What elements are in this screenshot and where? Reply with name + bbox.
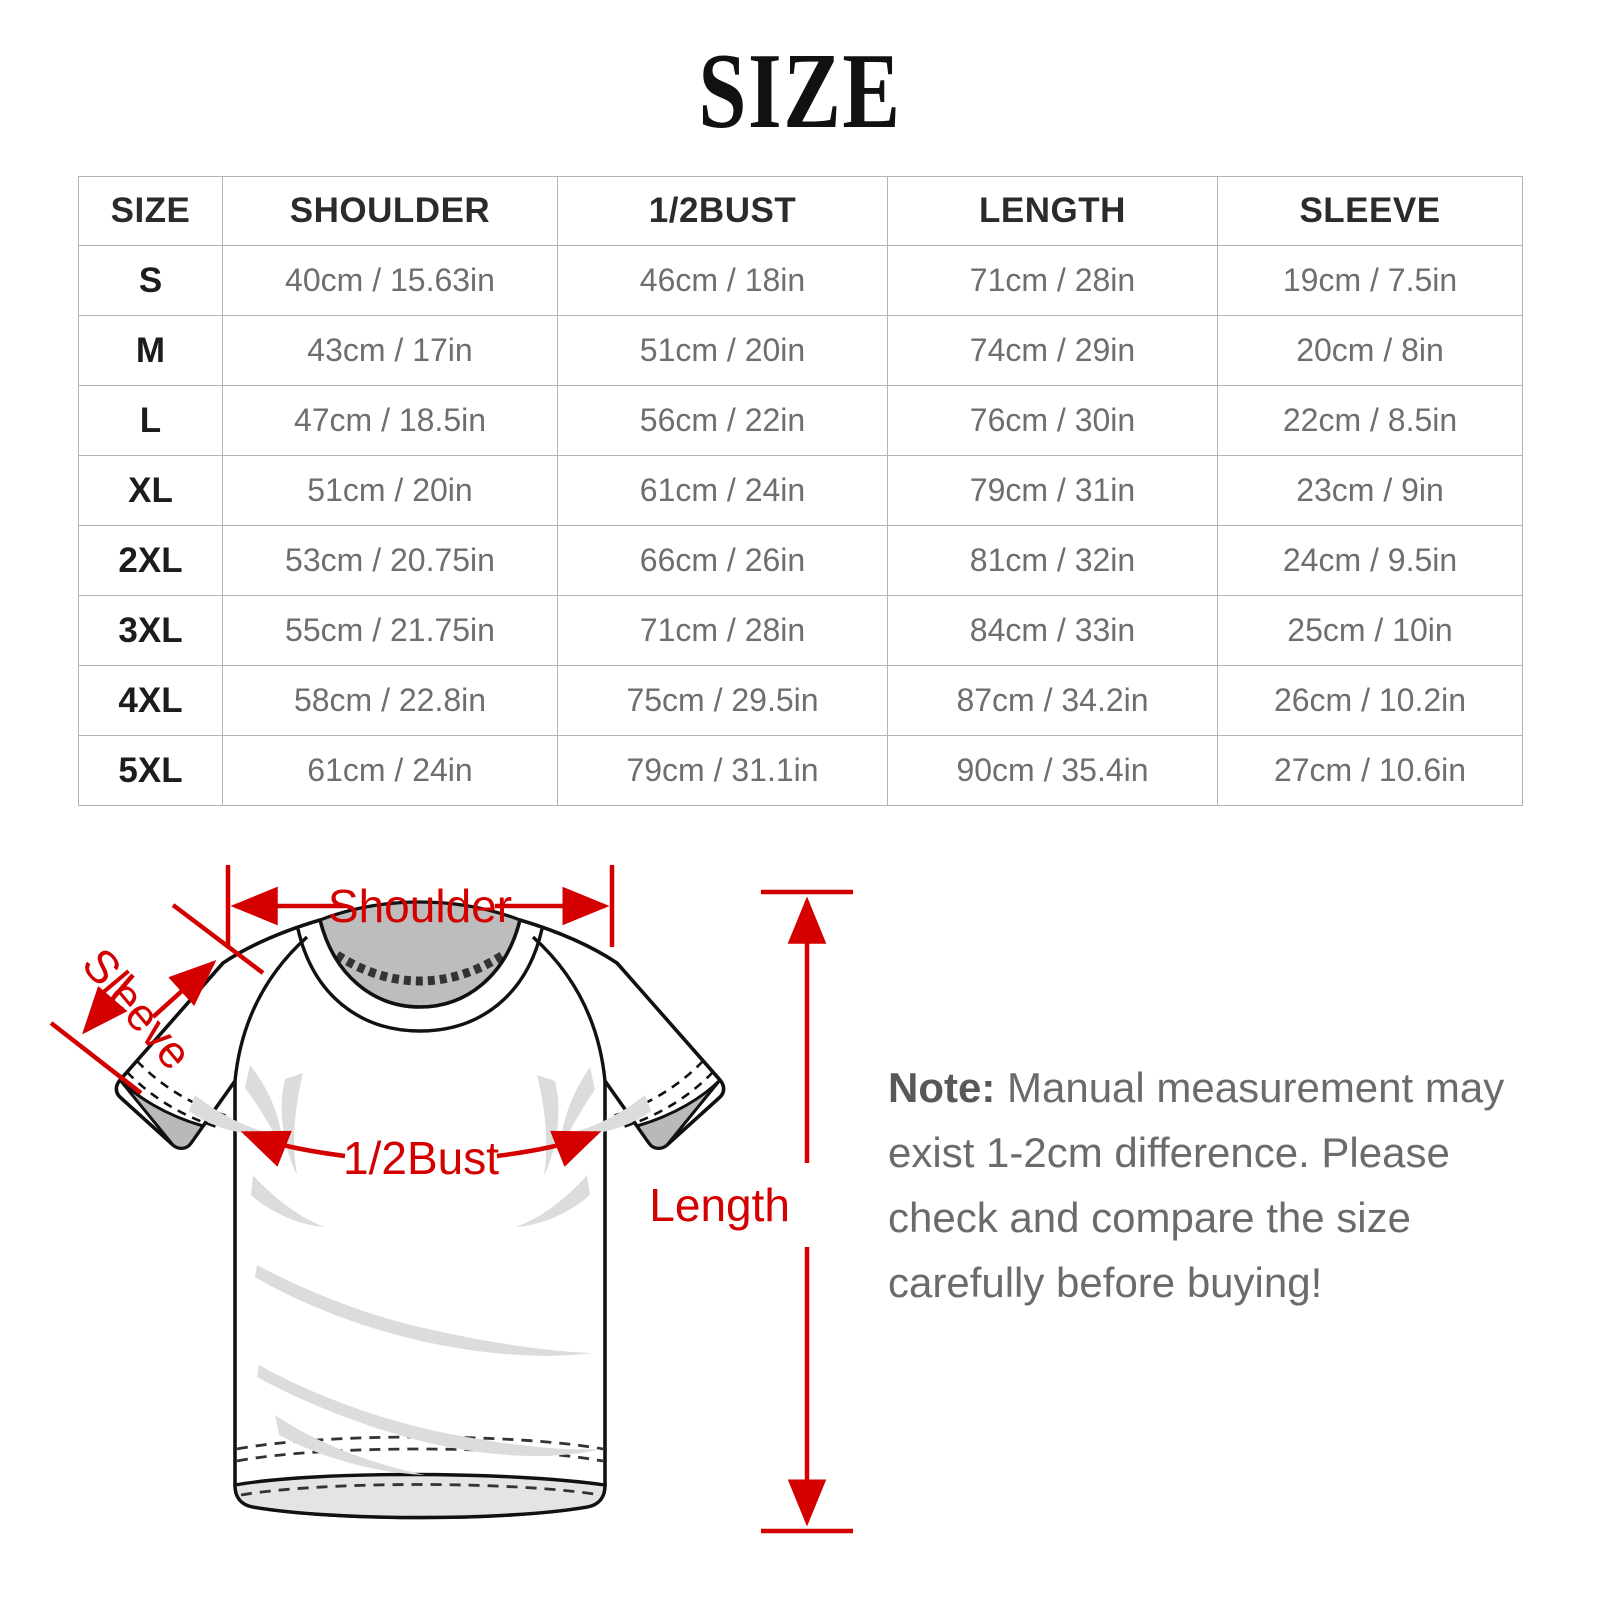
right-shoulder-seam (531, 935, 607, 1082)
sleeve-measurement (49, 903, 265, 1095)
collar-outer-edge (296, 928, 544, 1033)
shoulder-label: Shoulder (328, 880, 512, 932)
size-chart-table: SIZE SHOULDER 1/2BUST LENGTH SLEEVE S 40… (78, 176, 1523, 806)
note-text: Manual measurement may exist 1-2cm diffe… (888, 1064, 1505, 1307)
cell-length: 81cm / 32in (887, 525, 1218, 596)
right-cuff-lining (634, 1078, 722, 1150)
half-bust-measurement (240, 1130, 602, 1167)
cell-shoulder: 47cm / 18.5in (222, 385, 558, 456)
cell-sleeve: 22cm / 8.5in (1217, 385, 1523, 456)
left-cuff-stitch-2 (136, 1060, 228, 1118)
page-title: SIZE (698, 32, 902, 151)
collar-stitch-band (334, 951, 506, 986)
length-label: Length (649, 1179, 790, 1231)
sleeve-arrow-down (82, 973, 135, 1035)
cell-bust: 66cm / 26in (557, 525, 888, 596)
tshirt-illustration (114, 900, 726, 1520)
cell-shoulder: 55cm / 21.75in (222, 595, 558, 666)
cell-shoulder: 61cm / 24in (222, 735, 558, 806)
cell-sleeve: 19cm / 7.5in (1217, 245, 1523, 316)
table-row: XL 51cm / 20in 61cm / 24in 79cm / 31in 2… (78, 455, 1523, 526)
column-header-bust: 1/2BUST (557, 176, 888, 246)
cell-sleeve: 20cm / 8in (1217, 315, 1523, 386)
left-cuff-stitch (126, 1071, 218, 1129)
cell-size: M (78, 315, 223, 386)
half-bust-label: 1/2Bust (343, 1132, 499, 1184)
table-row: S 40cm / 15.63in 46cm / 18in 71cm / 28in… (78, 245, 1523, 316)
half-bust-arrow-right (496, 1130, 602, 1167)
sleeve-shading (189, 1095, 651, 1134)
cell-size: 4XL (78, 665, 223, 736)
column-header-shoulder: SHOULDER (222, 176, 558, 246)
cell-length: 74cm / 29in (887, 315, 1218, 386)
cell-sleeve: 25cm / 10in (1217, 595, 1523, 666)
bottom-hem-edge (233, 1472, 607, 1520)
cell-length: 90cm / 35.4in (887, 735, 1218, 806)
cell-bust: 56cm / 22in (557, 385, 888, 456)
cell-size: XL (78, 455, 223, 526)
cell-size: L (78, 385, 223, 456)
cell-size: 5XL (78, 735, 223, 806)
measurement-diagram: Shoulder Sleeve 1/2Bust Length Note: Man… (0, 845, 1600, 1600)
table-row: L 47cm / 18.5in 56cm / 22in 76cm / 30in … (78, 385, 1523, 456)
cell-sleeve: 26cm / 10.2in (1217, 665, 1523, 736)
cell-shoulder: 51cm / 20in (222, 455, 558, 526)
table-header-row: SIZE SHOULDER 1/2BUST LENGTH SLEEVE (78, 176, 1523, 246)
length-measurement (761, 889, 853, 1534)
column-header-sleeve: SLEEVE (1217, 176, 1523, 246)
sleeve-tick-bottom (49, 1021, 143, 1095)
cell-shoulder: 58cm / 22.8in (222, 665, 558, 736)
bottom-hem-stitch-2 (236, 1447, 604, 1463)
table-row: 3XL 55cm / 21.75in 71cm / 28in 84cm / 33… (78, 595, 1523, 666)
right-cuff-stitch-2 (612, 1060, 704, 1118)
note-block: Note: Manual measurement may exist 1-2cm… (888, 1055, 1528, 1315)
cell-length: 84cm / 33in (887, 595, 1218, 666)
cell-sleeve: 24cm / 9.5in (1217, 525, 1523, 596)
cell-length: 76cm / 30in (887, 385, 1218, 456)
cell-length: 87cm / 34.2in (887, 665, 1218, 736)
cell-size: 2XL (78, 525, 223, 596)
table-row: 5XL 61cm / 24in 79cm / 31.1in 90cm / 35.… (78, 735, 1523, 806)
cell-shoulder: 40cm / 15.63in (222, 245, 558, 316)
table-row: 4XL 58cm / 22.8in 75cm / 29.5in 87cm / 3… (78, 665, 1523, 736)
right-cuff-stitch (622, 1071, 714, 1129)
bottom-hem-stitch-1 (240, 1483, 602, 1497)
cell-bust: 71cm / 28in (557, 595, 888, 666)
cell-bust: 51cm / 20in (557, 315, 888, 386)
cell-size: S (78, 245, 223, 316)
cell-bust: 46cm / 18in (557, 245, 888, 316)
cell-length: 71cm / 28in (887, 245, 1218, 316)
cell-length: 79cm / 31in (887, 455, 1218, 526)
column-header-length: LENGTH (887, 176, 1218, 246)
tshirt-diagram-svg: Shoulder Sleeve 1/2Bust Length (49, 865, 853, 1534)
cell-bust: 75cm / 29.5in (557, 665, 888, 736)
cell-sleeve: 27cm / 10.6in (1217, 735, 1523, 806)
column-header-size: SIZE (78, 176, 223, 246)
half-bust-arrow-left (240, 1130, 346, 1167)
cell-sleeve: 23cm / 9in (1217, 455, 1523, 526)
note-label: Note: (888, 1064, 996, 1111)
cell-shoulder: 43cm / 17in (222, 315, 558, 386)
cell-bust: 79cm / 31.1in (557, 735, 888, 806)
shoulder-measurement (225, 865, 615, 947)
left-shoulder-seam (233, 935, 309, 1082)
cell-size: 3XL (78, 595, 223, 666)
left-cuff-lining (118, 1078, 206, 1150)
sleeve-arrow-up (151, 959, 217, 1019)
cell-shoulder: 53cm / 20.75in (222, 525, 558, 596)
sleeve-tick-top (171, 903, 265, 975)
table-row: 2XL 53cm / 20.75in 66cm / 26in 81cm / 32… (78, 525, 1523, 596)
cell-bust: 61cm / 24in (557, 455, 888, 526)
bottom-hem-stitch-3 (236, 1435, 604, 1451)
table-row: M 43cm / 17in 51cm / 20in 74cm / 29in 20… (78, 315, 1523, 386)
